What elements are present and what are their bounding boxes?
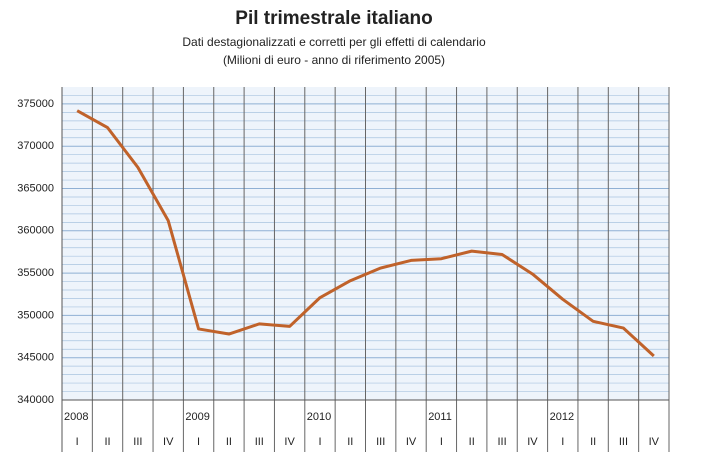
x-tick-label: II	[226, 436, 232, 448]
y-tick-label: 375000	[17, 98, 54, 110]
data-line	[76, 109, 655, 358]
x-tick-label: I	[440, 436, 443, 448]
x-tick-label: II	[104, 436, 110, 448]
x-tick-label: II	[347, 436, 353, 448]
chart-subtitle: Dati destagionalizzati e corretti per gl…	[182, 35, 486, 49]
chart-title: Pil trimestrale italiano	[235, 8, 432, 29]
y-tick-label: 340000	[17, 394, 54, 406]
x-tick-label: IV	[163, 436, 174, 448]
x-tick-label: IV	[406, 436, 417, 448]
x-tick-label: III	[497, 436, 506, 448]
y-tick-label: 360000	[17, 225, 54, 237]
x-tick-label: I	[318, 436, 321, 448]
y-tick-label: 350000	[17, 309, 54, 321]
y-tick-label: 365000	[17, 182, 54, 194]
x-tick-label: IV	[649, 436, 660, 448]
y-tick-label: 370000	[17, 140, 54, 152]
year-label: 2012	[550, 411, 574, 423]
year-label: 2011	[428, 411, 452, 423]
x-tick-label: III	[133, 436, 142, 448]
y-tick-label: 345000	[17, 352, 54, 364]
x-tick-label: I	[76, 436, 79, 448]
year-label: 2009	[185, 411, 209, 423]
year-label: 2008	[64, 411, 88, 423]
x-tick-label: IV	[527, 436, 538, 448]
y-tick-label: 355000	[17, 267, 54, 279]
x-tick-label: III	[619, 436, 628, 448]
x-tick-label: II	[469, 436, 475, 448]
x-tick-label: I	[197, 436, 200, 448]
chart-subtitle: (Milioni di euro - anno di riferimento 2…	[223, 53, 445, 67]
x-tick-label: I	[561, 436, 564, 448]
x-tick-label: III	[376, 436, 385, 448]
year-label: 2010	[307, 411, 331, 423]
x-tick-label: IV	[284, 436, 295, 448]
x-tick-label: II	[590, 436, 596, 448]
x-tick-label: III	[255, 436, 264, 448]
